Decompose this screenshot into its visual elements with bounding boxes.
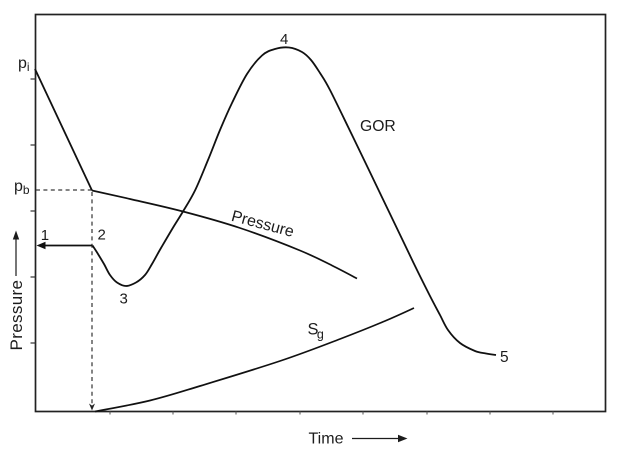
svg-text:GOR: GOR [360,118,396,135]
svg-text:pi: pi [18,55,30,74]
svg-text:3: 3 [120,291,128,308]
svg-text:Time: Time [309,431,344,448]
svg-text:5: 5 [500,349,509,366]
svg-text:Sg: Sg [308,321,324,342]
svg-text:pb: pb [14,178,30,197]
svg-text:1: 1 [41,227,49,244]
svg-text:Pressure: Pressure [7,280,26,351]
svg-text:4: 4 [280,31,288,48]
svg-text:2: 2 [98,227,106,244]
